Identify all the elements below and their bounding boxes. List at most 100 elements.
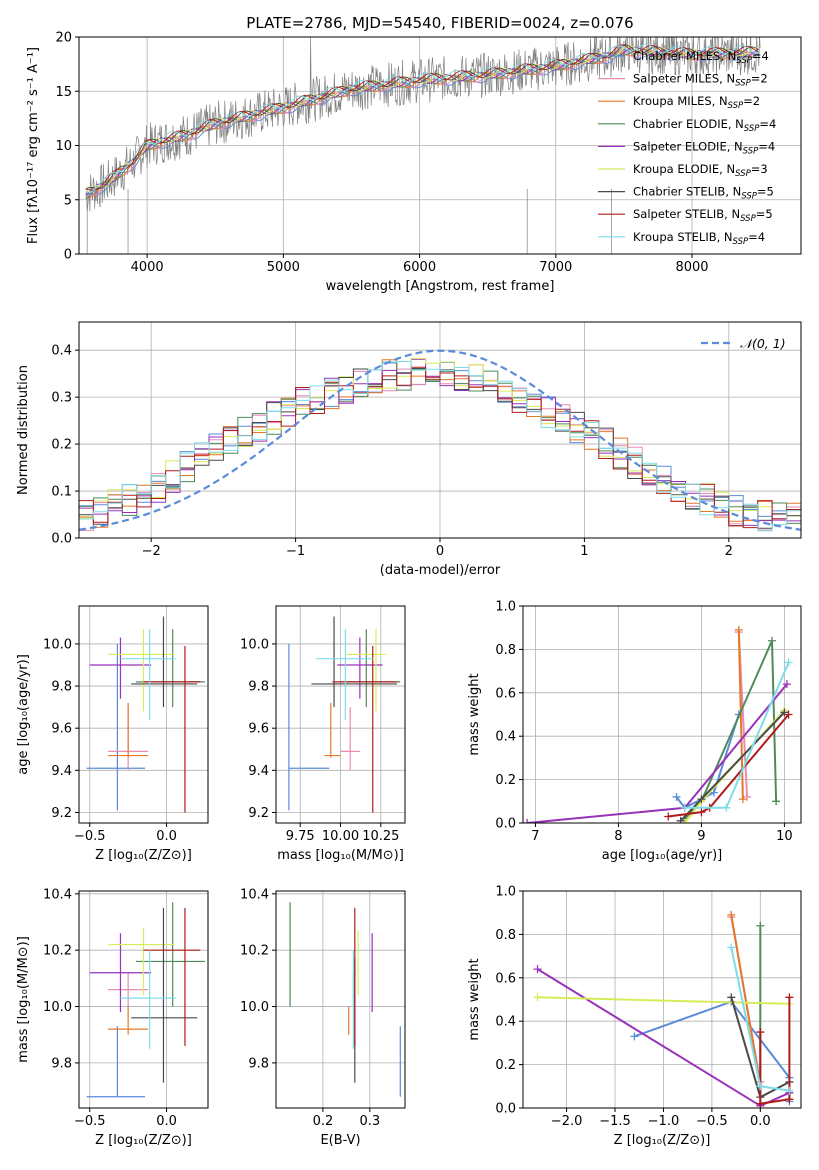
x-axis-label: Z [log₁₀(Z/Z⊙)] <box>614 1133 711 1148</box>
weight-marker <box>680 819 689 823</box>
weight-line <box>527 683 788 823</box>
grid <box>79 322 801 539</box>
y-tick-label: 10.4 <box>240 887 269 902</box>
y-tick-label: 1.0 <box>495 885 516 900</box>
panel-5: 7 8 9 10 0.0 0.2 0.4 0.6 0.8 1.0 age [log₁₀(age/yr… <box>467 600 802 863</box>
x-tick-label: 0.2 <box>313 1114 334 1129</box>
y-tick-label: 0 <box>64 248 72 263</box>
weight-marker <box>727 910 736 919</box>
weight-marker <box>722 803 731 812</box>
x-tick-label: −0.5 <box>74 1114 106 1129</box>
x-tick-label: 2 <box>725 544 733 559</box>
legend-label: Salpeter MILES, NSSP=2 <box>633 72 768 89</box>
weight-marker <box>756 1082 765 1091</box>
weight-marker <box>738 795 747 804</box>
weight-marker <box>734 625 743 634</box>
weight-marker <box>784 658 793 667</box>
x-axis-label: wavelength [Angstrom, rest frame] <box>326 279 555 294</box>
x-tick-label: 10 <box>776 829 793 844</box>
plot-area <box>86 902 205 1098</box>
weight-line <box>537 996 790 1005</box>
y-tick-label: 10.0 <box>240 637 269 652</box>
x-tick-label: 7 <box>531 829 539 844</box>
y-tick-label: 10.0 <box>43 1000 72 1015</box>
y-tick-label: 5 <box>64 193 72 208</box>
axes-frame <box>522 890 802 1109</box>
x-axis-label: E(B-V) <box>320 1133 360 1148</box>
axes-frame <box>522 605 802 824</box>
panel-4: 9.75 10.00 10.25 9.2 9.4 9.6 9.8 10.0 mass [log₁… <box>240 605 406 863</box>
weight-line <box>759 997 791 1105</box>
grid <box>276 891 405 1108</box>
y-tick-label: 0.0 <box>495 817 516 832</box>
weight-marker <box>709 788 718 797</box>
x-tick-label: 9.75 <box>286 829 315 844</box>
chart-title: PLATE=2786, MJD=54540, FIBERID=0024, z=0… <box>246 14 633 32</box>
y-axis-label: mass [log₁₀(M/M⊙)] <box>16 936 31 1063</box>
x-tick-label: 6000 <box>403 260 436 275</box>
y-axis-label: mass weight <box>467 673 482 755</box>
weight-marker <box>697 795 706 804</box>
y-tick-label: 0.6 <box>495 686 516 701</box>
x-tick-label: 7000 <box>539 260 572 275</box>
panel-1: 4000 5000 6000 7000 8000 0 5 10 15 20 wavelength [… <box>26 14 802 294</box>
x-axis-label: (data-model)/error <box>380 563 501 578</box>
x-axis-label: age [log₁₀(age/yr)] <box>602 848 723 863</box>
axes-frame <box>275 890 406 1109</box>
weight-marker <box>672 792 681 801</box>
y-tick-label: 10.4 <box>43 887 72 902</box>
weight-line <box>668 713 790 818</box>
plot-area <box>85 37 761 254</box>
panel-3: −0.5 0.0 9.2 9.4 9.6 9.8 10.0 Z [log₁₀(Z/Z⊙)] ag… <box>16 605 209 863</box>
x-tick-label: 0.0 <box>156 829 177 844</box>
legend: Chabrier MILES, NSSP=4 Salpeter MILES, NS… <box>598 49 776 247</box>
axes-frame <box>78 890 209 1109</box>
x-tick-label: −2 <box>142 544 161 559</box>
y-tick-label: 0.8 <box>495 928 516 943</box>
x-tick-label: 4000 <box>131 260 164 275</box>
y-tick-label: 10.2 <box>43 944 72 959</box>
x-tick-label: −1.0 <box>648 1114 680 1129</box>
normal-curve <box>79 349 801 531</box>
plot-area <box>289 902 401 1097</box>
axes-frame <box>78 605 209 824</box>
weight-marker <box>756 1099 765 1108</box>
weight-marker <box>782 680 791 689</box>
y-axis-label: Flux [fλ10⁻¹⁷ erg cm⁻² s⁻¹ A⁻¹] <box>26 47 41 244</box>
weight-marker <box>727 943 736 952</box>
grid <box>79 891 208 1108</box>
x-axis-label: Z [log₁₀(Z/Z⊙)] <box>95 1133 192 1148</box>
y-tick-label: 0.0 <box>51 532 72 547</box>
legend-label: Salpeter ELODIE, NSSP=4 <box>633 139 775 156</box>
x-tick-label: 0 <box>436 544 444 559</box>
x-tick-label: 10.25 <box>362 829 399 844</box>
weight-marker <box>533 993 542 1002</box>
panel-6: −0.5 0.0 9.8 10.0 10.2 10.4 Z [log₁₀(Z/Z⊙)] mas… <box>16 887 209 1148</box>
grid <box>523 605 801 824</box>
x-tick-label: 10.00 <box>322 829 359 844</box>
y-tick-label: 0.2 <box>51 438 72 453</box>
legend-label: Kroupa ELODIE, NSSP=3 <box>633 162 768 179</box>
weight-marker <box>676 816 685 823</box>
residual-histogram <box>79 361 801 532</box>
y-tick-label: 0.3 <box>51 391 72 406</box>
weight-marker <box>756 921 765 930</box>
x-axis-label: Z [log₁₀(Z/Z⊙)] <box>95 848 192 863</box>
residual-histogram <box>79 358 801 526</box>
y-tick-label: 15 <box>55 85 72 100</box>
weight-marker <box>523 819 532 823</box>
legend-label: Kroupa MILES, NSSP=2 <box>633 94 760 111</box>
y-tick-label: 10 <box>55 139 72 154</box>
grid <box>276 606 405 823</box>
y-tick-label: 10.0 <box>240 1000 269 1015</box>
y-tick-label: 9.2 <box>248 806 269 821</box>
y-tick-label: 0.4 <box>495 730 516 745</box>
y-tick-label: 9.8 <box>248 680 269 695</box>
x-tick-label: 1 <box>580 544 588 559</box>
x-tick-label: 8000 <box>675 260 708 275</box>
weight-line <box>730 914 762 1087</box>
y-tick-label: 0.1 <box>51 485 72 500</box>
x-tick-label: −2.0 <box>551 1114 583 1129</box>
x-tick-label: 9 <box>697 829 705 844</box>
